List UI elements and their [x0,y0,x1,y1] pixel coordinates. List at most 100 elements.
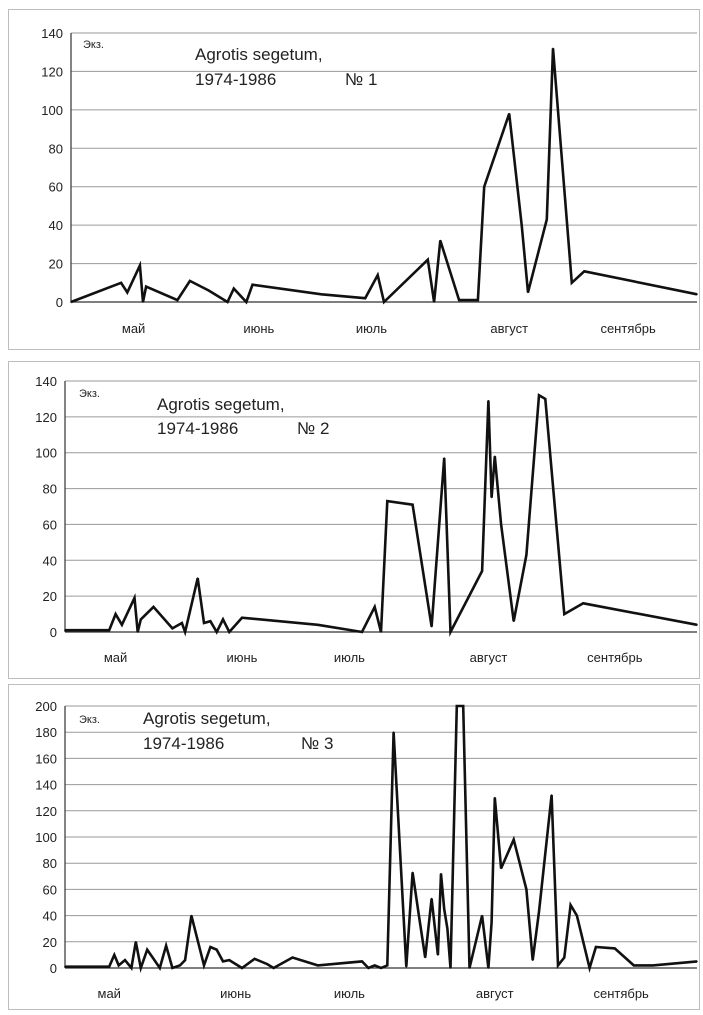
data-point [446,927,449,930]
data-point [165,944,167,947]
data-point [215,948,218,951]
data-point [233,287,235,290]
data-point [207,289,210,292]
y-tick-label: 20 [43,589,57,604]
y-tick-label: 120 [41,64,63,79]
y-axis-label: Экз. [79,388,100,400]
data-point [487,967,490,969]
y-axis-label: Экз. [79,714,100,726]
data-point [241,967,243,969]
y-tick-label: 160 [35,751,57,766]
y-tick-label: 40 [49,218,63,233]
data-point [317,624,319,626]
data-point [696,293,698,296]
data-point [487,399,490,402]
data-point [439,239,442,242]
data-point [440,872,442,875]
x-tick-label: май [104,650,127,665]
data-point [228,631,231,633]
data-point [483,185,486,188]
data-point [546,218,548,221]
x-tick-label: июль [334,650,365,665]
y-tick-label: 100 [41,103,63,118]
y-tick-label: 0 [56,295,63,310]
data-point [449,967,452,969]
data-point [411,871,414,874]
y-tick-label: 80 [49,141,63,156]
data-point [373,606,376,608]
data-point [253,958,256,960]
y-tick-label: 0 [50,961,57,976]
data-point [108,965,110,968]
chart-panel-3: 0 20 40 60 80 100 120 140 160 180 200 май июнь июль ав… [8,684,700,1010]
x-tick-label: сентябрь [593,986,649,1001]
data-point [443,457,446,459]
data-point [272,967,275,969]
data-point [140,967,142,969]
data-point [582,602,584,605]
y-tick-label: 140 [35,374,57,389]
data-point [222,960,224,963]
data-point [494,455,496,458]
data-point [209,946,212,948]
data-point [171,967,174,969]
data-point [135,941,137,943]
data-point [364,297,367,300]
data-point [411,503,414,506]
y-tick-label: 60 [43,517,57,532]
data-point [531,959,534,961]
x-tick-label: сентябрь [600,321,656,336]
data-point [595,946,597,948]
data-point [430,625,433,628]
y-tick-label: 20 [43,935,57,950]
y-tick-label: 200 [35,699,57,714]
data-point [633,964,635,967]
data-point [136,631,139,633]
data-point [652,964,654,967]
data-point [190,914,193,917]
data-point [184,631,186,633]
data-point [418,914,420,917]
data-point [139,264,141,267]
y-tick-label: 20 [49,257,63,272]
y-tick-label: 40 [43,553,57,568]
data-point [588,967,591,969]
data-point [583,270,586,273]
x-tick-label: июнь [220,986,251,1001]
chart-1-svg: 0 20 40 60 80 100 120 140 май июнь июль август сентя… [41,26,698,336]
x-tick-label: июнь [226,650,257,665]
data-point [614,947,616,950]
y-tick-label: 140 [35,778,57,793]
data-point [117,964,120,967]
data-point [145,285,147,288]
data-point [576,914,578,917]
y-tick-label: 80 [43,856,57,871]
data-point [500,867,502,870]
data-point [481,570,483,572]
data-point [361,960,363,963]
annotation-years: 1974-1986 [143,734,224,753]
y-tick-label: 40 [43,909,57,924]
data-point [481,914,483,917]
y-tick-label: 100 [35,446,57,461]
data-point [320,293,323,296]
data-point [380,631,382,633]
data-point [512,620,515,622]
data-point [176,299,179,301]
y-tick-label: 60 [43,882,57,897]
y-tick-label: 0 [50,625,57,640]
chart-panel-1: 0 20 40 60 80 100 120 140 май июнь июль август сентя… [8,9,700,350]
y-tick-label: 140 [41,26,63,41]
series-line [65,704,698,973]
x-tick-label: июль [356,321,387,336]
y-tick-label: 100 [35,830,57,845]
data-point [373,964,376,967]
data-point [130,967,133,969]
data-point [427,258,429,261]
data-point [552,47,554,50]
data-point [222,618,224,621]
annotation-number: № 1 [345,70,377,89]
x-tick-label: июнь [243,321,274,336]
x-tick-label: май [98,986,121,1001]
data-point [462,705,465,707]
